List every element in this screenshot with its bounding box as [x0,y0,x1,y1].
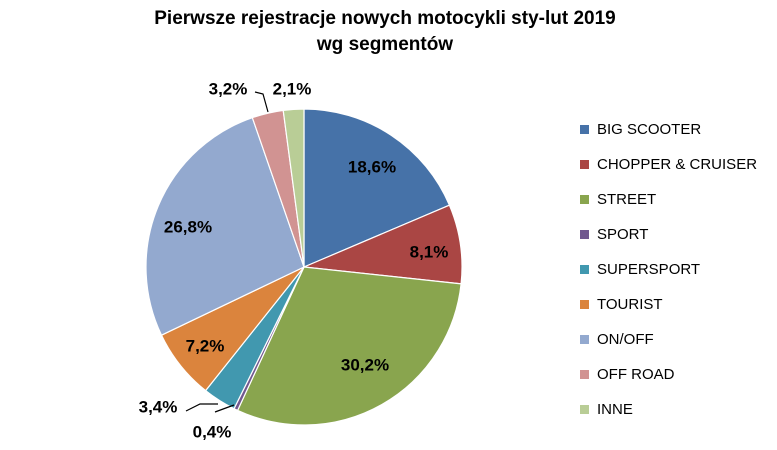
legend-swatch [580,405,589,414]
data-label-tourist: 7,2% [186,336,225,355]
pie-slice-on-off [145,116,305,336]
legend-item-off-road: OFF ROAD [580,357,775,392]
data-label-on-off: 26,8% [164,217,212,236]
legend-item-chopper-cruiser: CHOPPER & CRUISER [580,147,775,182]
leader-line-off-road [254,91,269,113]
data-label-sport: 0,4% [193,422,232,441]
chart-legend: BIG SCOOTER CHOPPER & CRUISER STREET SPORT S… [580,112,775,427]
data-label-big-scooter: 18,6% [348,157,396,176]
data-label-chopper-cruiser: 8,1% [410,242,449,261]
pie-slice-inne [282,108,305,268]
leader-line-supersport [185,403,218,412]
legend-label: STREET [597,191,657,208]
legend-item-tourist: TOURIST [580,287,775,322]
legend-item-inne: INNE [580,392,775,427]
legend-swatch [580,230,589,239]
legend-swatch [580,335,589,344]
legend-swatch [580,370,589,379]
legend-item-street: STREET [580,182,775,217]
legend-label: SPORT [597,226,649,243]
legend-swatch [580,265,589,274]
legend-label: CHOPPER & CRUISER [597,156,758,173]
legend-item-on-off: ON/OFF [580,322,775,357]
data-label-street: 30,2% [341,355,389,374]
chart-title: Pierwsze rejestracje nowych motocykli st… [154,8,616,29]
pie-slice-street [236,266,462,426]
legend-label: ON/OFF [597,331,654,348]
chart-title-block: Pierwsze rejestracje nowych motocykli st… [0,6,770,58]
legend-item-supersport: SUPERSPORT [580,252,775,287]
chart-subtitle: wg segmentów [316,34,454,55]
legend-label: INNE [597,401,633,418]
legend-swatch [580,195,589,204]
legend-label: OFF ROAD [597,366,675,383]
legend-item-big-scooter: BIG SCOOTER [580,112,775,147]
legend-item-sport: SPORT [580,217,775,252]
legend-swatch [580,160,589,169]
data-label-inne: 2,1% [273,79,312,98]
legend-label: TOURIST [597,296,663,313]
data-label-off-road: 3,2% [209,79,248,98]
data-label-supersport: 3,4% [139,397,178,416]
legend-label: BIG SCOOTER [597,121,702,138]
leader-line-sport [214,404,235,413]
legend-swatch [580,125,589,134]
legend-label: SUPERSPORT [597,261,701,278]
pie-slice-big-scooter [303,108,451,268]
legend-swatch [580,300,589,309]
